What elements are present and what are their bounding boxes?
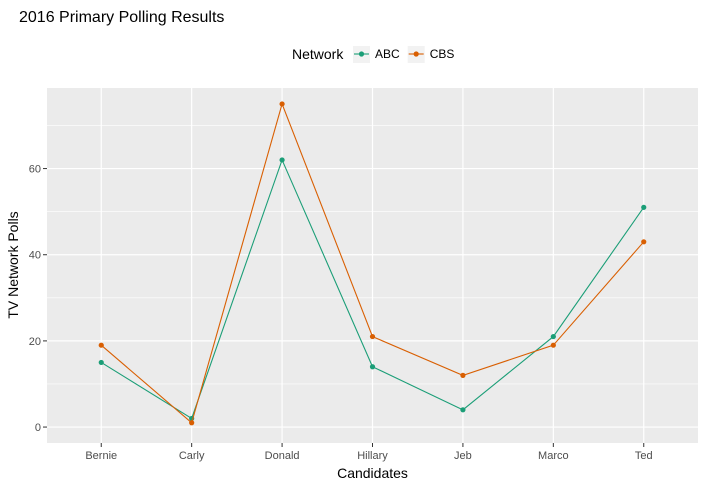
legend-marker-cbs (413, 51, 419, 57)
y-tick-label: 20 (29, 336, 41, 348)
y-tick-label: 60 (29, 164, 41, 176)
x-tick-label: Donald (265, 450, 300, 462)
data-point-abc (98, 359, 104, 366)
y-axis-title: TV Network Polls (5, 211, 21, 318)
data-point-cbs (550, 342, 556, 348)
legend: Network ABC CBS (292, 46, 454, 63)
grid-lines (47, 88, 698, 443)
chart-title: 2016 Primary Polling Results (19, 9, 224, 26)
data-point-cbs (279, 101, 285, 107)
data-point-abc (279, 157, 285, 163)
data-point-abc (550, 333, 556, 340)
legend-marker-abc (358, 51, 365, 57)
data-point-cbs (460, 372, 466, 378)
x-tick-label: Marco (538, 450, 569, 462)
data-point-cbs (98, 342, 104, 348)
axes-layer: 0 20 40 60 Bernie Carly Donald Hillary Jeb Marco T… (29, 164, 653, 462)
y-tick-label: 40 (29, 250, 41, 262)
data-point-abc (460, 407, 466, 413)
x-tick-label: Jeb (454, 450, 472, 462)
legend-items: ABC CBS (353, 46, 454, 63)
data-point-cbs (641, 239, 647, 245)
x-tick-label: Ted (635, 450, 653, 462)
x-tick-label: Hillary (357, 450, 388, 462)
legend-label-cbs: CBS (430, 47, 455, 61)
legend-title: Network (292, 46, 344, 62)
y-tick-label: 0 (35, 422, 41, 434)
x-tick-label: Carly (179, 450, 205, 462)
data-point-cbs (369, 333, 376, 340)
legend-label-abc: ABC (375, 47, 400, 61)
data-point-cbs (189, 420, 195, 426)
data-point-abc (641, 204, 647, 210)
x-axis-title: Candidates (337, 465, 408, 481)
x-tick-label: Bernie (85, 450, 117, 462)
data-point-abc (369, 364, 376, 370)
series-layer (98, 101, 647, 426)
